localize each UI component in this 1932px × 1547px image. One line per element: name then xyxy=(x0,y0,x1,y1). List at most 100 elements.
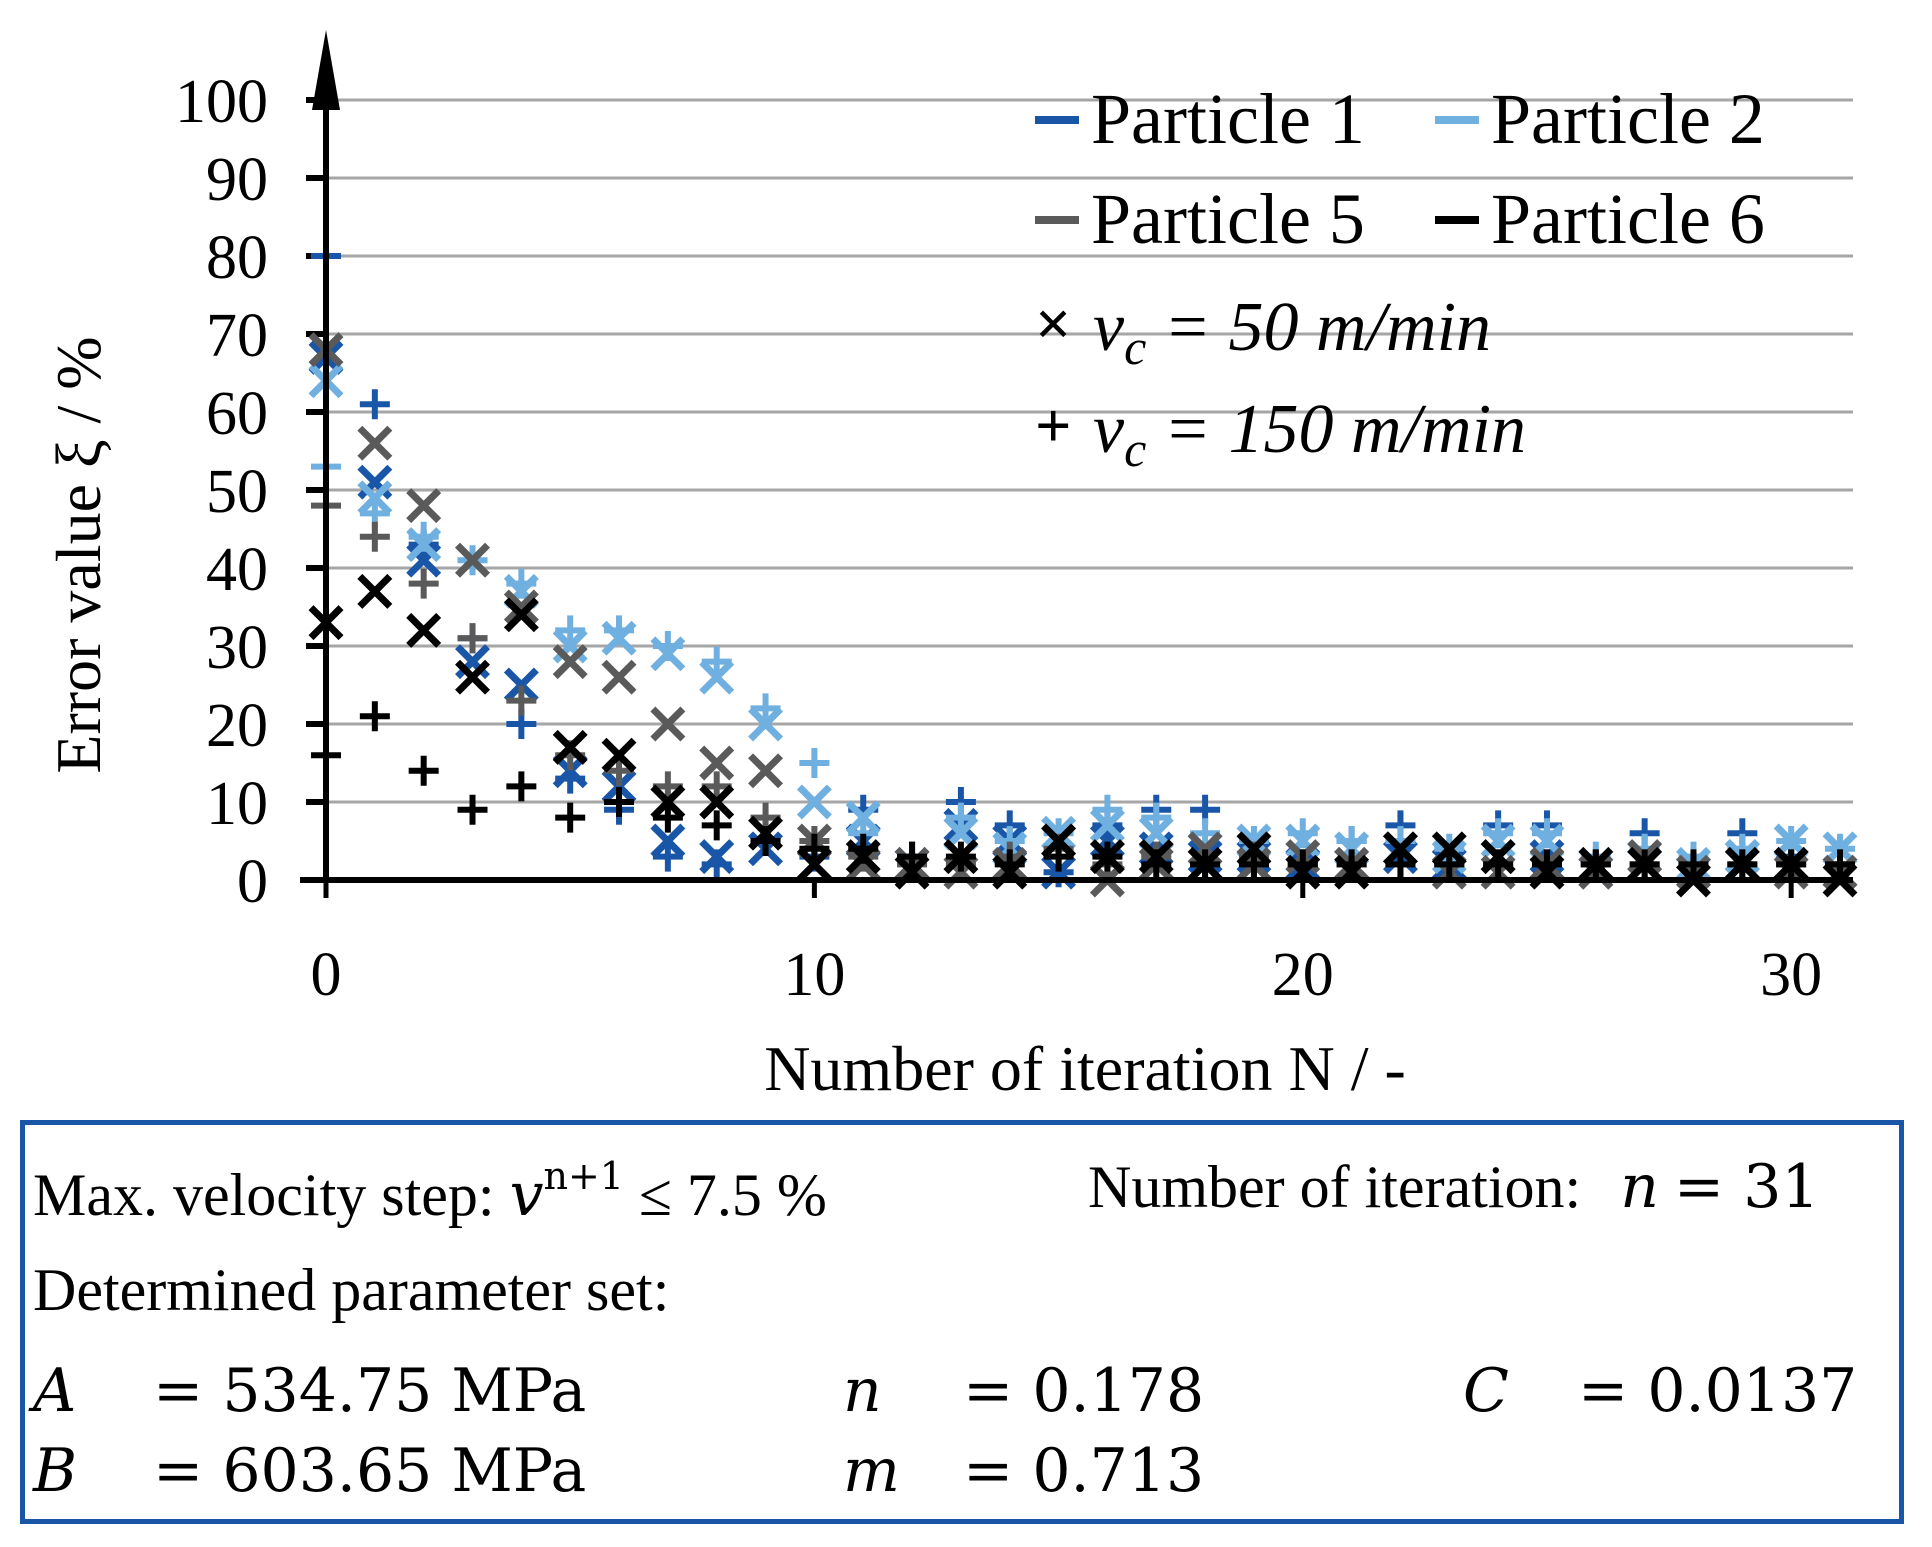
data-point xyxy=(1092,794,1123,825)
data-point xyxy=(699,659,735,695)
data-point xyxy=(1434,849,1465,880)
data-point xyxy=(503,597,539,633)
legend-marker-label: vc = 150 m/min xyxy=(1093,391,1526,477)
data-point xyxy=(1336,849,1367,880)
data-point xyxy=(1043,841,1074,872)
data-point xyxy=(601,768,637,804)
x-axis-ticks: 0 10 20 30 xyxy=(311,880,1822,1009)
data-point xyxy=(701,646,732,677)
data-point xyxy=(1531,849,1562,880)
data-point xyxy=(455,659,490,695)
data-point xyxy=(1382,831,1418,867)
data-point xyxy=(750,693,781,724)
data-point xyxy=(604,755,635,786)
data-point xyxy=(359,389,390,420)
y-tick-label: 80 xyxy=(206,224,268,292)
data-point xyxy=(1776,849,1807,880)
param-b-value: = 603.65 MPa xyxy=(153,1436,587,1506)
param-m-value: = 0.713 xyxy=(963,1436,1205,1506)
data-point xyxy=(652,802,683,833)
data-point xyxy=(1287,849,1318,880)
data-point xyxy=(406,488,442,524)
x-axis-label: Number of iteration N / - xyxy=(764,1033,1406,1100)
data-point xyxy=(701,771,732,802)
data-point xyxy=(650,823,686,859)
x-tick-label: 30 xyxy=(1760,941,1822,1009)
iteration-count: Number of iteration: n = 31 xyxy=(1088,1157,1820,1217)
chart: 0 10 20 30 40 50 60 70 80 90 100 0 10 20 30 Error val… xyxy=(43,30,1858,1100)
x-tick-label: 0 xyxy=(311,941,342,1009)
data-point xyxy=(503,589,539,625)
data-point xyxy=(1089,807,1125,843)
data-point xyxy=(1825,849,1855,880)
data-point xyxy=(506,771,537,802)
legend-entry-label: Particle 1 xyxy=(1091,79,1365,159)
legend-entry-label: Particle 5 xyxy=(1091,179,1365,259)
gridlines xyxy=(326,98,1853,804)
max-step-superscript: n+1 xyxy=(543,1154,624,1198)
y-axis-label: Error value ξ / % xyxy=(43,336,114,773)
y-tick-label: 10 xyxy=(206,770,268,838)
data-point xyxy=(1580,849,1611,880)
data-point xyxy=(1431,831,1467,867)
param-a-value: = 534.75 MPa xyxy=(153,1356,587,1426)
data-point xyxy=(506,568,537,599)
iteration-value: = 31 xyxy=(1673,1152,1820,1222)
data-point xyxy=(699,784,735,820)
legend-entry-label: Particle 2 xyxy=(1491,79,1765,159)
data-point xyxy=(1287,818,1318,849)
data-point xyxy=(897,841,928,872)
data-point xyxy=(408,755,439,786)
max-step-label: Max. velocity step: xyxy=(33,1162,495,1228)
data-point xyxy=(652,631,683,661)
y-tick-label: 100 xyxy=(175,68,268,136)
data-point xyxy=(503,667,539,703)
data-point xyxy=(455,542,490,578)
data-point xyxy=(601,659,637,695)
data-point xyxy=(1727,849,1758,880)
y-tick-label: 90 xyxy=(206,146,268,214)
data-point xyxy=(701,849,732,880)
y-tick-label: 60 xyxy=(206,380,268,448)
data-point xyxy=(1531,818,1562,849)
y-tick-label: 20 xyxy=(206,692,268,760)
data-point xyxy=(604,787,635,817)
iteration-variable: n xyxy=(1620,1152,1659,1222)
data-point xyxy=(1385,849,1416,880)
data-point xyxy=(799,833,830,864)
legend-marker-symbol: + xyxy=(1035,390,1071,461)
x-tick-label: 20 xyxy=(1272,941,1334,1009)
parameter-info-box: Max. velocity step: vn+1 ≤ 7.5 % Number … xyxy=(20,1120,1904,1524)
data-point xyxy=(555,802,586,833)
data-point xyxy=(799,748,830,778)
y-tick-label: 70 xyxy=(206,302,268,370)
y-tick-label: 40 xyxy=(206,536,268,604)
data-point xyxy=(601,737,637,773)
param-b-name: B xyxy=(33,1436,78,1506)
data-point xyxy=(699,745,735,781)
data-point xyxy=(945,841,976,872)
data-point xyxy=(457,794,488,825)
iteration-label: Number of iteration: xyxy=(1088,1154,1582,1220)
data-point xyxy=(357,425,393,461)
data-point xyxy=(650,784,686,820)
legend-entry-label: Particle 6 xyxy=(1491,179,1765,259)
data-point xyxy=(357,573,393,609)
max-velocity-step: Max. velocity step: vn+1 ≤ 7.5 % xyxy=(33,1157,827,1225)
data-point xyxy=(1041,823,1077,859)
max-step-value: ≤ 7.5 % xyxy=(638,1162,827,1228)
data-point xyxy=(1678,849,1709,880)
data-point xyxy=(552,644,588,680)
data-point xyxy=(357,480,393,516)
data-point xyxy=(848,833,879,864)
y-tick-label: 30 xyxy=(206,614,268,682)
data-point xyxy=(1092,841,1123,872)
y-tick-label: 0 xyxy=(237,848,268,916)
data-point xyxy=(1236,831,1272,867)
data-points xyxy=(308,241,1858,898)
data-point xyxy=(994,849,1025,880)
data-point xyxy=(652,841,683,872)
param-n-name: n xyxy=(843,1356,882,1426)
axes xyxy=(300,30,1853,883)
data-point xyxy=(945,802,976,833)
